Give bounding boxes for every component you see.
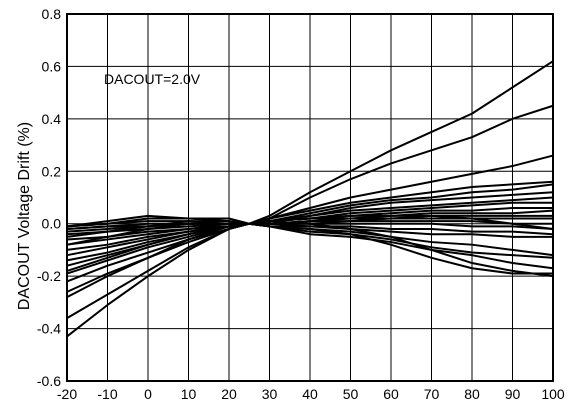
x-tick-label: 80 bbox=[464, 386, 480, 402]
x-tick-label: 70 bbox=[424, 386, 440, 402]
series-line bbox=[66, 222, 554, 259]
x-tick-label: 10 bbox=[181, 386, 197, 402]
y-tick-label: 0.0 bbox=[42, 216, 62, 232]
x-tick-label: 40 bbox=[302, 386, 318, 402]
series-line bbox=[66, 220, 553, 275]
x-tick-label: 0 bbox=[144, 386, 152, 402]
x-tick-label: 100 bbox=[541, 386, 565, 402]
y-tick-label: 0.8 bbox=[42, 6, 62, 22]
x-tick-label: 30 bbox=[262, 386, 278, 402]
series-line bbox=[66, 104, 554, 319]
x-tick-labels: -20 -10 0 10 20 30 40 50 60 70 80 90 100 bbox=[57, 386, 565, 402]
series-line bbox=[66, 220, 553, 238]
y-tick-label: 0.2 bbox=[42, 163, 62, 179]
x-tick-label: 20 bbox=[221, 386, 237, 402]
plot-frame bbox=[66, 13, 554, 382]
y-tick-labels: -0.6 -0.4 -0.2 0.0 0.2 0.4 0.6 0.8 bbox=[37, 6, 61, 389]
x-tick-label: -20 bbox=[57, 386, 77, 402]
y-tick-label: 0.6 bbox=[42, 58, 62, 74]
series-line bbox=[66, 214, 554, 270]
x-tick-label: 90 bbox=[505, 386, 521, 402]
y-tick-label: 0.4 bbox=[42, 111, 62, 127]
annotation-label: DACOUT=2.0V bbox=[104, 71, 201, 87]
series-line bbox=[66, 196, 554, 262]
series-lines bbox=[66, 60, 554, 338]
series-line bbox=[66, 180, 554, 283]
y-tick-label: -0.6 bbox=[37, 373, 61, 389]
y-tick-label: -0.2 bbox=[37, 268, 61, 284]
series-line bbox=[66, 220, 554, 299]
x-tick-label: 50 bbox=[343, 386, 359, 402]
x-tick-label: 60 bbox=[383, 386, 399, 402]
y-axis-title: DACOUT Voltage Drift (%) bbox=[16, 122, 33, 310]
series-line bbox=[66, 222, 554, 236]
series-line bbox=[66, 214, 554, 272]
series-line bbox=[66, 183, 554, 275]
series-line bbox=[66, 60, 554, 338]
x-tick-label: -10 bbox=[97, 386, 117, 402]
y-tick-label: -0.4 bbox=[37, 321, 61, 337]
